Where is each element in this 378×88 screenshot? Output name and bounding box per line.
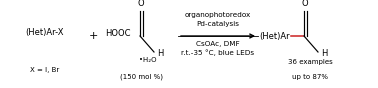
Text: organophotoredox: organophotoredox xyxy=(185,12,251,18)
Text: (Het)Ar: (Het)Ar xyxy=(259,32,290,40)
Text: +: + xyxy=(88,31,98,41)
Text: H: H xyxy=(157,49,163,59)
Text: O: O xyxy=(138,0,144,8)
Text: r.t.-35 °C, blue LEDs: r.t.-35 °C, blue LEDs xyxy=(181,49,254,56)
Text: (150 mol %): (150 mol %) xyxy=(121,74,164,80)
Text: CsOAc, DMF: CsOAc, DMF xyxy=(196,41,240,47)
Text: H: H xyxy=(321,49,327,59)
Text: X = I, Br: X = I, Br xyxy=(30,67,60,73)
Text: (Het)Ar-X: (Het)Ar-X xyxy=(26,29,64,37)
Text: Pd-catalysis: Pd-catalysis xyxy=(197,21,240,27)
Text: up to 87%: up to 87% xyxy=(292,74,328,80)
Text: 36 examples: 36 examples xyxy=(288,59,332,65)
Text: HOOC: HOOC xyxy=(105,29,131,37)
Text: •H₂O: •H₂O xyxy=(139,57,157,63)
Text: O: O xyxy=(302,0,308,8)
